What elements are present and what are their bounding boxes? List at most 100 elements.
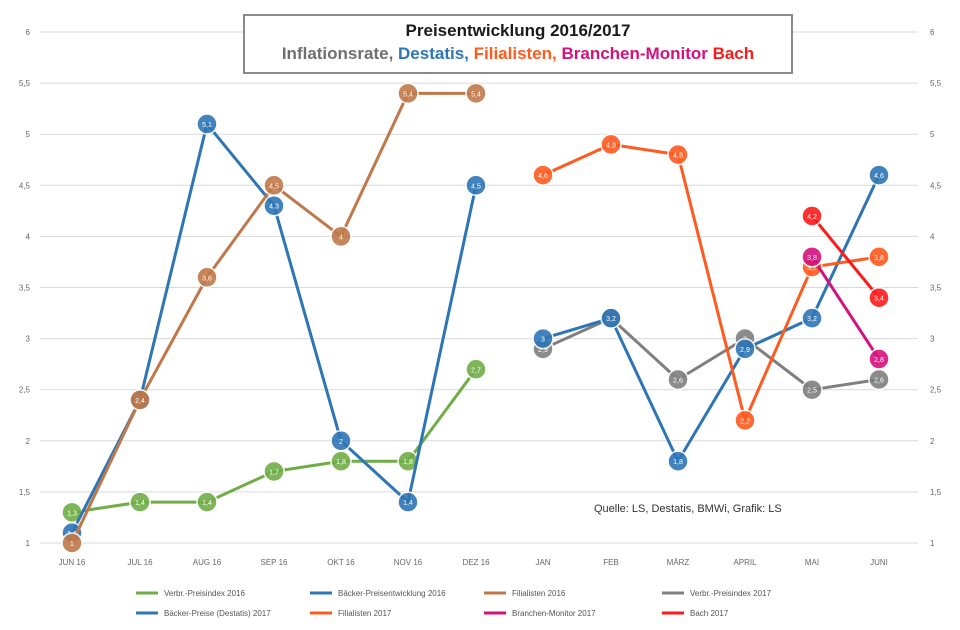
x-tick-label: APRIL	[733, 558, 757, 567]
data-label: 4,6	[874, 173, 884, 180]
data-point	[330, 225, 352, 248]
data-label: 3,4	[874, 296, 884, 303]
data-label: 2,5	[807, 388, 817, 395]
legend-item: Bäcker-Preise (Destatis) 2017	[136, 609, 271, 618]
x-tick-label: FEB	[603, 558, 619, 567]
data-point	[801, 307, 823, 329]
subtitle-part-destatis: Destatis,	[398, 44, 474, 63]
y-tick-label-right: 5	[930, 130, 935, 139]
data-label: 4,8	[673, 153, 683, 160]
series-group: 1,3 1,4 1,4 1,7 1,8 1,8 2,7	[61, 358, 487, 524]
data-point	[734, 338, 756, 360]
y-tick-label-left: 3	[26, 335, 31, 344]
legend-label: Branchen-Monitor 2017	[512, 609, 596, 618]
data-point	[465, 174, 487, 197]
data-label: 3	[541, 337, 545, 344]
x-tick-label: MAI	[805, 558, 819, 567]
x-tick-label: DEZ 16	[462, 558, 490, 567]
data-point	[397, 491, 419, 513]
series-group: 4,2 3,4	[801, 205, 890, 309]
gridlines	[40, 31, 918, 544]
series-line	[810, 256, 881, 360]
y-tick-label-left: 1,5	[19, 488, 31, 497]
chart-subtitle: Inflationsrate, Destatis, Filialisten, B…	[245, 44, 791, 64]
x-tick-label: JUL 16	[127, 558, 153, 567]
data-label: 4,9	[606, 142, 616, 149]
legend: Verbr.-Preisindex 2016 Bäcker-Preisentwic…	[136, 589, 771, 618]
y-tick-label-right: 1,5	[930, 488, 942, 497]
legend-item: Filialisten 2017	[310, 609, 392, 618]
data-point	[801, 205, 823, 227]
series-line	[810, 215, 881, 299]
series-layer: 1,31,41,41,71,81,82,71,12,45,14,321,44,5…	[61, 82, 890, 554]
y-tick-label-right: 1	[930, 539, 935, 548]
y-tick-label-right: 2	[930, 437, 935, 446]
data-point	[263, 460, 285, 483]
data-point	[801, 378, 823, 401]
y-tick-label-left: 2,5	[19, 386, 31, 395]
data-label: 2,6	[673, 377, 683, 384]
data-point	[397, 82, 419, 105]
data-label: 4,5	[269, 183, 279, 190]
legend-label: Filialisten 2016	[512, 589, 566, 598]
chart-title-box: Preisentwicklung 2016/2017 Inflationsrat…	[243, 14, 793, 74]
data-point	[868, 246, 890, 268]
data-label: 2,9	[740, 347, 750, 354]
data-label: 4,3	[269, 204, 279, 211]
legend-label: Bäcker-Preise (Destatis) 2017	[164, 609, 271, 618]
series-group: 3,8 2,8	[801, 246, 890, 370]
legend-item: Bäcker-Preisentwicklung 2016	[310, 589, 446, 598]
data-label: 2,7	[471, 367, 481, 374]
data-point	[868, 164, 890, 186]
data-label: 1,4	[135, 500, 145, 507]
chart-title: Preisentwicklung 2016/2017	[405, 21, 631, 40]
data-label: 4	[339, 234, 343, 241]
data-label: 2,8	[874, 357, 884, 364]
data-point	[196, 491, 218, 513]
data-label: 2,4	[135, 398, 145, 405]
data-label: 1,4	[403, 500, 413, 507]
series-group: 1 2,4 3,6 4,5 4 5,4 5,4	[61, 82, 487, 554]
y-tick-label-left: 1	[26, 539, 31, 548]
data-label: 3,2	[606, 316, 616, 323]
subtitle-part-filialisten: Filialisten,	[473, 44, 562, 63]
data-label: 1,7	[269, 469, 279, 476]
data-point	[129, 491, 151, 513]
x-tick-label: JUN 16	[59, 558, 86, 567]
data-label: 1,8	[403, 459, 413, 466]
series-line	[542, 142, 880, 422]
data-label: 3,6	[202, 275, 212, 282]
data-label: 4,6	[538, 173, 548, 180]
x-tick-label: SEP 16	[261, 558, 289, 567]
y-tick-label-left: 2	[26, 437, 31, 446]
y-tick-label-right: 5,5	[930, 79, 942, 88]
legend-item: Verbr.-Preisindex 2017	[662, 589, 771, 598]
data-point	[532, 327, 554, 350]
data-label: 1,4	[202, 500, 212, 507]
legend-item: Verbr.-Preisindex 2016	[136, 589, 245, 598]
source-note: Quelle: LS, Destatis, BMWi, Grafik: LS	[594, 503, 782, 515]
x-tick-label: JUNI	[870, 558, 888, 567]
data-point	[600, 307, 622, 329]
data-label: 3,2	[807, 316, 817, 323]
legend-label: Filialisten 2017	[338, 609, 392, 618]
data-label: 3,8	[874, 255, 884, 262]
data-point	[667, 368, 689, 391]
x-tick-label: MÄRZ	[667, 558, 690, 567]
data-point	[196, 113, 218, 135]
data-point	[330, 430, 352, 452]
data-point	[667, 143, 689, 166]
x-tick-label: AUG 16	[193, 558, 222, 567]
data-point	[868, 348, 890, 370]
x-axis-ticks: JUN 16 JUL 16 AUG 16 SEP 16 OKT 16 NOV 16 DEZ …	[59, 558, 888, 567]
series-group: 2,9 3,2 2,6 3 2,5 2,6	[532, 307, 890, 401]
y-tick-label-left: 5	[26, 130, 31, 139]
x-tick-label: JAN	[535, 558, 550, 567]
data-point	[465, 82, 487, 105]
data-label: 1,3	[67, 510, 77, 517]
data-label: 1,8	[673, 459, 683, 466]
series-line	[542, 316, 880, 392]
data-label: 2,2	[740, 418, 750, 425]
series-group: 3 3,2 1,8 2,9 3,2 4,6	[532, 164, 890, 472]
legend-item: Bach 2017	[662, 609, 729, 618]
